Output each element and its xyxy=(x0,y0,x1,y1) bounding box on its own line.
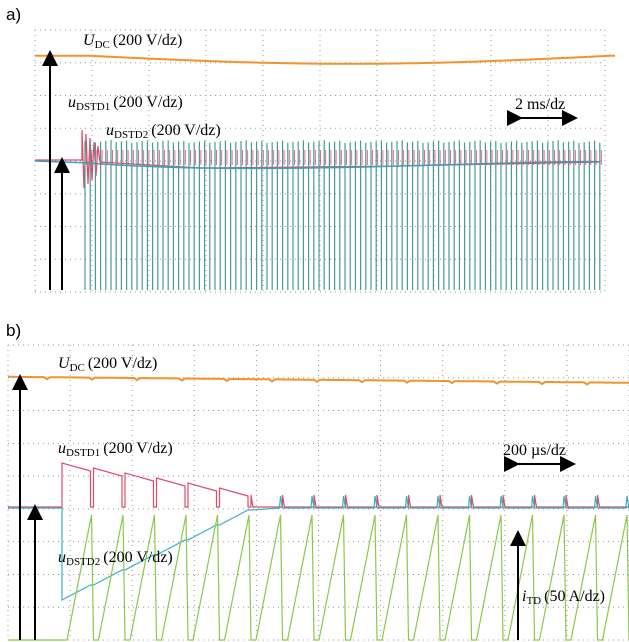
udstd2-trace xyxy=(34,160,601,170)
trace-label: uDSTD1 (200 V/dz) xyxy=(58,440,173,459)
timebase: 200 µs/dz xyxy=(503,442,566,459)
arrows xyxy=(12,50,578,640)
trace-label: UDC (200 V/dz) xyxy=(58,355,157,374)
scale: (200 V/dz) xyxy=(103,440,172,457)
waveforms xyxy=(7,29,629,641)
udstd1-trace xyxy=(8,462,629,508)
subscript: DSTD1 xyxy=(66,447,100,459)
trace-label: uDSTD2 (200 V/dz) xyxy=(106,122,221,141)
subscript: DSTD2 xyxy=(66,556,100,568)
subscript: DSTD1 xyxy=(76,101,110,113)
panel-label: b) xyxy=(6,321,21,340)
symbol: u xyxy=(106,122,114,139)
symbol: U xyxy=(58,355,71,372)
trace-label: iTD (50 A/dz) xyxy=(522,588,605,607)
symbol: u xyxy=(58,549,66,566)
subscript: DC xyxy=(70,362,85,374)
scale: (200 V/dz) xyxy=(88,355,157,372)
udstd1-trace xyxy=(35,129,601,189)
subscript: TD xyxy=(526,595,541,607)
udc-trace xyxy=(8,375,629,386)
symbol: U xyxy=(83,32,96,49)
symbol: u xyxy=(68,94,76,111)
scale: (200 V/dz) xyxy=(113,32,182,49)
udc-trace xyxy=(35,54,615,65)
scale: (200 V/dz) xyxy=(151,122,220,139)
udstd2-trace xyxy=(8,495,629,601)
trace-label: uDSTD1 (200 V/dz) xyxy=(68,94,183,113)
trace-label: uDSTD2 (200 V/dz) xyxy=(58,549,173,568)
subscript: DC xyxy=(95,39,110,51)
scale: (200 V/dz) xyxy=(113,94,182,111)
trace-label: UDC (200 V/dz) xyxy=(83,32,182,51)
itd-trace xyxy=(8,514,629,641)
symbol: u xyxy=(58,440,66,457)
trace-annotations: UDC (200 V/dz) uDSTD1 (200 V/dz) uDSTD2 (20… xyxy=(58,32,605,607)
panel-label: a) xyxy=(6,5,21,24)
scale: (50 A/dz) xyxy=(544,588,605,605)
subscript: DSTD2 xyxy=(114,129,148,141)
symbol: i xyxy=(522,588,526,605)
scale: (200 V/dz) xyxy=(103,549,172,566)
timebase: 2 ms/dz xyxy=(515,96,565,113)
